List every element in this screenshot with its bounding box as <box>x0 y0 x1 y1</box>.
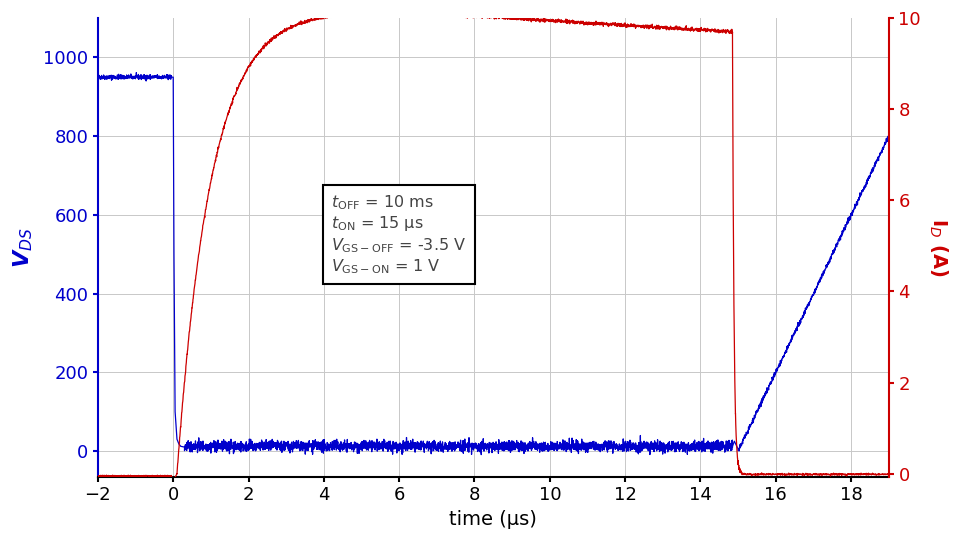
X-axis label: time (μs): time (μs) <box>449 510 538 529</box>
Text: $t_{\mathrm{OFF}}$ = 10 ms
$t_{\mathrm{ON}}$ = 15 μs
$V_{\mathrm{GS-OFF}}$ = -3.: $t_{\mathrm{OFF}}$ = 10 ms $t_{\mathrm{O… <box>331 193 467 276</box>
Y-axis label: V$_{DS}$: V$_{DS}$ <box>12 227 35 268</box>
Y-axis label: I$_D$ (A): I$_D$ (A) <box>926 218 948 276</box>
